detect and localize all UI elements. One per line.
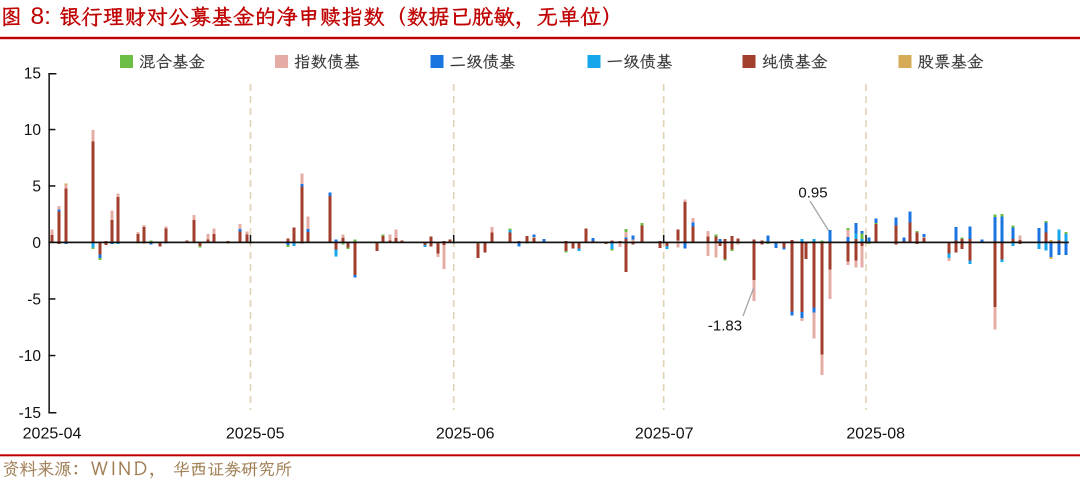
svg-text:0.95: 0.95	[798, 185, 827, 202]
svg-text:2025-05: 2025-05	[226, 426, 285, 443]
svg-text:2025-07: 2025-07	[635, 426, 694, 443]
svg-text:2025-08: 2025-08	[846, 426, 905, 443]
svg-text:5: 5	[32, 178, 41, 195]
svg-text:-10: -10	[19, 348, 42, 365]
svg-text:0: 0	[32, 235, 41, 252]
svg-text:-5: -5	[27, 291, 41, 308]
svg-text:8:: 8:	[31, 3, 51, 30]
svg-text:2025-04: 2025-04	[23, 426, 82, 443]
svg-text:15: 15	[24, 65, 41, 82]
svg-text:10: 10	[24, 122, 42, 139]
svg-text:-1.83: -1.83	[708, 318, 742, 335]
svg-text:-15: -15	[19, 405, 41, 422]
svg-text:2025-06: 2025-06	[436, 426, 495, 443]
